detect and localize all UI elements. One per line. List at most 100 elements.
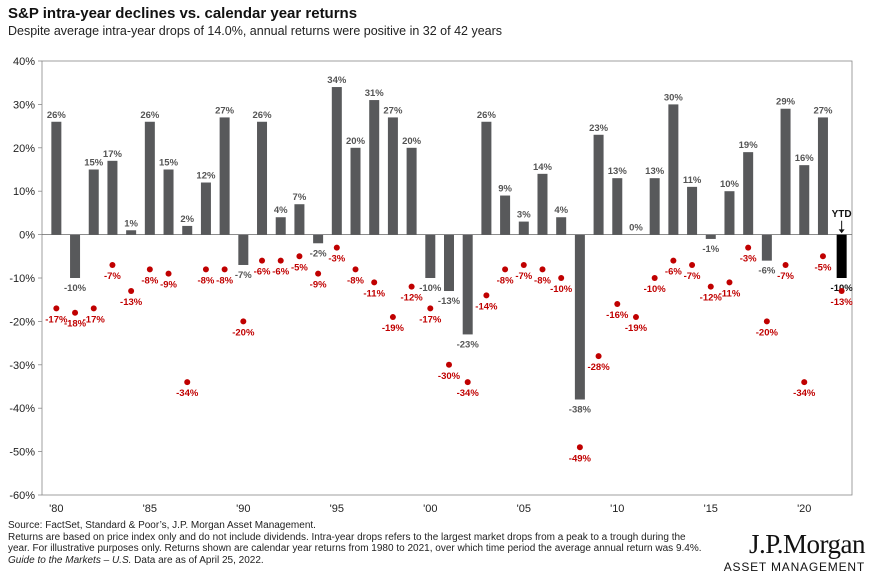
decline-label: -8% [534, 275, 551, 286]
return-label: 27% [813, 105, 833, 116]
return-bar [462, 234, 473, 335]
return-bar [257, 121, 268, 235]
decline-label: -28% [587, 362, 610, 373]
decline-point [707, 283, 714, 290]
y-tick-label: 30% [13, 99, 35, 111]
decline-point [221, 266, 228, 273]
decline-label: -34% [457, 388, 480, 399]
return-label: -23% [457, 339, 480, 350]
return-label: -38% [569, 405, 592, 416]
return-label: 2% [180, 214, 194, 225]
return-bar [294, 204, 305, 235]
return-label: 16% [795, 153, 815, 164]
return-label: 12% [196, 171, 216, 182]
decline-point [446, 361, 452, 368]
decline-point [745, 244, 752, 251]
decline-label: -5% [291, 262, 308, 273]
decline-label: -14% [475, 301, 498, 312]
decline-label: -3% [740, 254, 757, 265]
return-label: 4% [274, 205, 288, 216]
return-label: 4% [554, 205, 568, 216]
guide-note: Guide to the Markets – U.S. Data are as … [8, 555, 708, 567]
x-tick-label: '90 [236, 503, 250, 515]
decline-point [109, 261, 116, 268]
decline-label: -8% [216, 275, 233, 286]
ytd-arrowhead [838, 229, 845, 234]
source-note: Source: FactSet, Standard & Poor’s, J.P.… [8, 520, 316, 531]
return-label: -10% [64, 283, 87, 294]
decline-label: -7% [515, 271, 532, 282]
decline-point [72, 309, 79, 316]
return-label: 3% [517, 210, 531, 221]
chart-subtitle: Despite average intra-year drops of 14.0… [8, 24, 503, 38]
return-label: 13% [608, 166, 628, 177]
decline-point [520, 261, 527, 268]
decline-point [483, 292, 490, 299]
return-bar [88, 169, 99, 235]
y-tick-label: 10% [13, 186, 35, 198]
decline-label: -7% [104, 271, 121, 282]
return-bar [387, 117, 398, 235]
decline-label: -6% [254, 267, 271, 278]
return-label: -6% [758, 266, 775, 277]
decline-label: -8% [497, 275, 514, 286]
decline-label: -17% [419, 314, 442, 325]
x-tick-label: '00 [423, 503, 437, 515]
return-bar [780, 108, 791, 235]
decline-label: -12% [700, 293, 723, 304]
return-label: -13% [438, 296, 461, 307]
guide-name: Guide to the Markets – U.S. [8, 554, 132, 566]
y-tick-label: -50% [9, 447, 35, 459]
return-label: 14% [533, 162, 553, 173]
return-label: 23% [589, 123, 609, 134]
decline-point [614, 301, 621, 308]
decline-point [128, 288, 135, 295]
decline-label: -8% [197, 275, 214, 286]
decline-point [632, 314, 639, 321]
decline-label: -6% [665, 267, 682, 278]
decline-label: -13% [120, 297, 143, 308]
decline-label: -16% [606, 310, 629, 321]
logo-subtitle: ASSET MANAGEMENT [723, 560, 865, 574]
y-tick-label: 40% [13, 56, 35, 68]
return-label: 9% [498, 184, 512, 195]
decline-point [371, 279, 378, 286]
decline-label: -34% [793, 388, 816, 399]
return-bar [556, 217, 567, 235]
return-bar [444, 234, 454, 292]
y-tick-label: -40% [9, 403, 35, 415]
decline-point [277, 257, 284, 264]
x-tick-label: '20 [797, 503, 811, 515]
return-label: 0% [629, 223, 643, 234]
return-label: 29% [776, 97, 796, 108]
decline-label: -18% [64, 319, 87, 330]
data-date: Data are as of April 25, 2022. [131, 554, 264, 566]
decline-point [576, 444, 583, 451]
decline-point [558, 275, 565, 281]
return-bar [200, 182, 211, 235]
decline-label: -17% [83, 314, 106, 325]
return-label: 26% [140, 110, 160, 121]
return-bar [500, 195, 511, 235]
decline-point [427, 305, 434, 312]
return-bar [369, 100, 380, 235]
decline-point [259, 257, 266, 264]
decline-point [296, 253, 303, 260]
return-bar [313, 234, 324, 244]
decline-label: -19% [382, 323, 405, 334]
decline-point [53, 305, 60, 312]
decline-label: -30% [438, 371, 461, 382]
y-tick-label: 20% [13, 143, 35, 155]
decline-point [146, 266, 153, 273]
return-label: 17% [103, 149, 123, 160]
return-label: -10% [419, 283, 442, 294]
decline-point [165, 270, 172, 277]
return-label: -1% [702, 244, 719, 255]
return-label: 20% [402, 136, 422, 147]
decline-label: -20% [232, 327, 255, 338]
return-bar [518, 221, 529, 235]
return-bar [107, 160, 118, 235]
decline-label: -9% [310, 280, 327, 291]
y-tick-label: -30% [9, 360, 35, 372]
decline-point [782, 261, 789, 268]
